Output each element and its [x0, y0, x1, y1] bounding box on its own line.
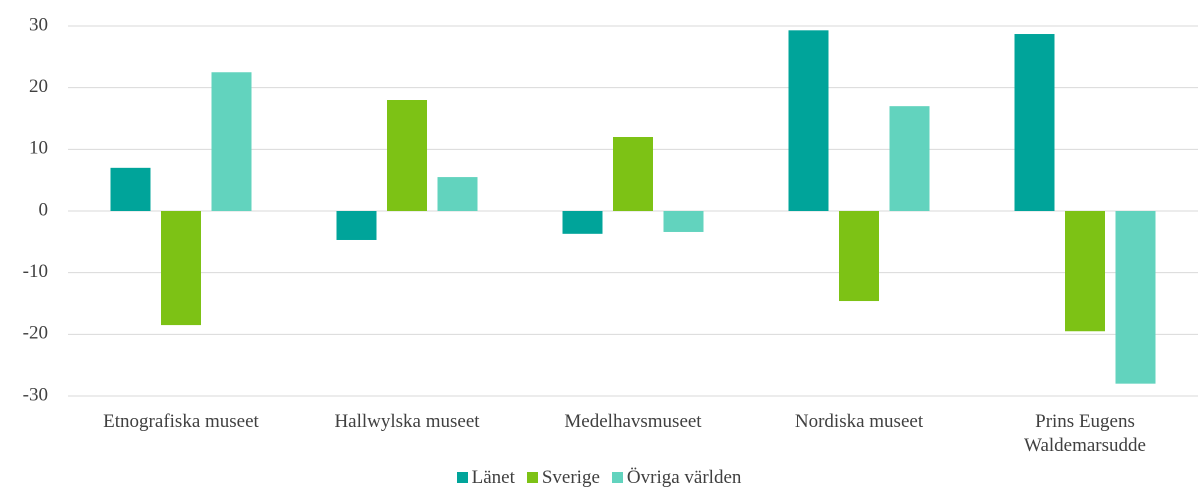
x-tick-label: Prins Eugens Waldemarsudde — [1024, 411, 1146, 456]
x-tick-label: Nordiska museet — [794, 411, 924, 432]
x-tick-label: Etnografiska museet — [103, 411, 259, 432]
x-tick-label: Medelhavsmuseet — [564, 411, 702, 432]
legend: Länet Sverige Övriga världen — [0, 467, 1198, 489]
bar — [437, 177, 478, 211]
legend-swatch — [611, 472, 623, 483]
legend-label: Länet — [471, 467, 515, 488]
bar — [110, 167, 151, 211]
y-tick-label: 0 — [39, 199, 49, 220]
bar — [387, 100, 427, 211]
bar — [663, 211, 704, 232]
legend-item: Länet — [456, 467, 515, 489]
legend-item: Sverige — [526, 467, 600, 489]
y-tick-label: 20 — [29, 76, 48, 97]
bar — [161, 211, 201, 326]
bar — [1115, 211, 1156, 384]
bar — [562, 211, 603, 234]
bar — [1065, 211, 1105, 332]
y-tick-label: 10 — [29, 138, 48, 159]
bar — [839, 211, 879, 302]
bar — [788, 30, 829, 211]
bar — [1014, 34, 1055, 212]
bar — [613, 137, 653, 211]
legend-label: Övriga världen — [626, 467, 742, 488]
legend-item: Övriga världen — [611, 467, 742, 489]
y-tick-label: -10 — [23, 261, 48, 282]
y-tick-label: -20 — [23, 323, 48, 344]
legend-swatch — [526, 472, 538, 483]
y-tick-label: -30 — [23, 384, 48, 405]
y-tick-label: 30 — [29, 14, 48, 35]
legend-swatch — [456, 472, 468, 483]
bar — [889, 106, 930, 211]
bar — [211, 72, 252, 211]
x-tick-label: Hallwylska museet — [334, 411, 480, 432]
legend-label: Sverige — [541, 467, 600, 488]
bar — [336, 211, 377, 240]
